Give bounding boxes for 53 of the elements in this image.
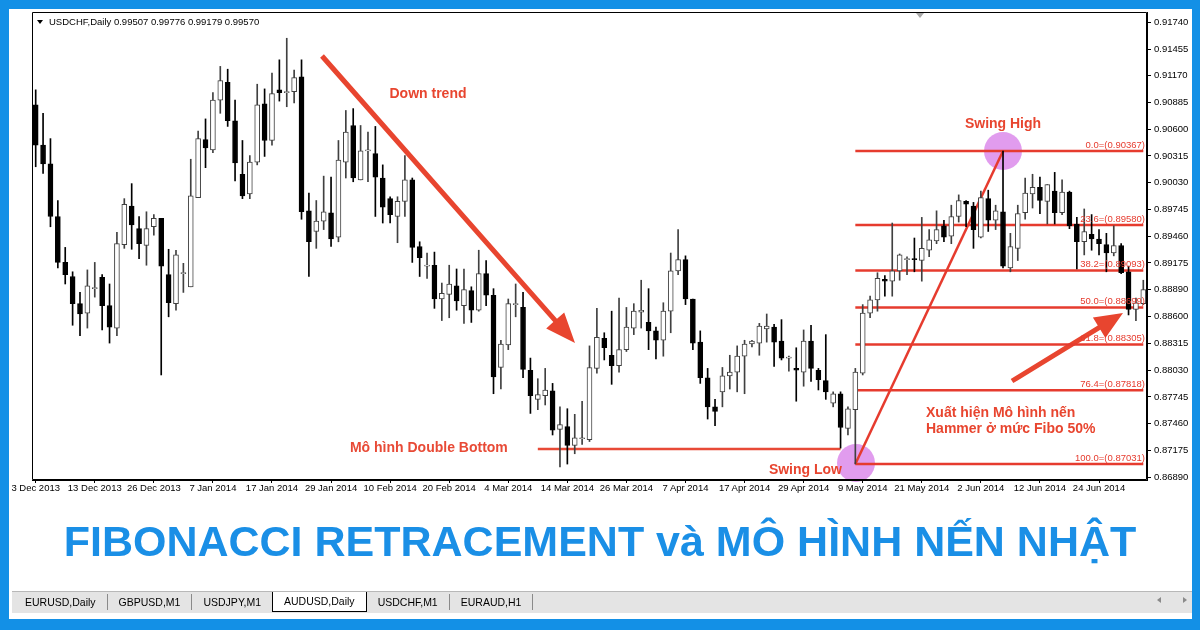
x-tick-label: 12 Jun 2014 xyxy=(1013,482,1067,494)
x-tick-label: 7 Apr 2014 xyxy=(662,482,709,494)
text: Mô hình Double Bottom xyxy=(349,438,508,455)
annotation: Xuất hiện Mô hình nến Hammer ở mức Fibo 50% xyxy=(926,403,1097,436)
text: USDCHF,M1 xyxy=(366,594,450,610)
x-tick-label: 2 Jun 2014 xyxy=(957,482,1005,494)
x-tick-label: 29 Apr 2014 xyxy=(778,482,830,494)
x-tick-label: 29 Jan 2014 xyxy=(304,482,358,494)
x-tick-label: 20 Feb 2014 xyxy=(422,482,476,494)
y-tick-label: 0.88315 xyxy=(1154,337,1189,349)
annotation: Down trend xyxy=(389,84,467,101)
y-tick-label: 0.90600 xyxy=(1154,122,1189,134)
y-tick-label: 0.87175 xyxy=(1154,444,1189,456)
series-label: 76.4=(0.87818) xyxy=(1080,378,1145,390)
x-tick-label: 24 Jun 2014 xyxy=(1072,482,1126,494)
y-tick-label: 0.88600 xyxy=(1154,310,1189,322)
text: GBPUSD,M1 xyxy=(107,594,193,610)
x-tick-label: 21 May 2014 xyxy=(894,482,950,494)
annotation: Swing Low xyxy=(768,460,843,477)
x-tick-label: 3 Dec 2013 xyxy=(11,482,60,494)
y-tick-label: 0.86890 xyxy=(1154,470,1189,482)
text: EURUSD,Daily xyxy=(14,594,108,610)
x-tick-label: 7 Jan 2014 xyxy=(189,482,237,494)
series-label: 100.0=(0.87031) xyxy=(1075,451,1145,463)
x-tick-label: 4 Mar 2014 xyxy=(484,482,533,494)
y-tick-label: 0.90885 xyxy=(1154,96,1189,108)
y-tick-label: 0.89745 xyxy=(1154,203,1189,215)
text: USDJPY,M1 xyxy=(192,594,274,610)
x-tick-label: 14 Mar 2014 xyxy=(540,482,595,494)
y-tick-label: 0.89460 xyxy=(1154,229,1189,241)
x-tick-label: 26 Dec 2013 xyxy=(126,482,181,494)
x-tick-label: 13 Dec 2013 xyxy=(67,482,122,494)
x-tick-label: 9 May 2014 xyxy=(837,482,888,494)
y-tick-label: 0.89175 xyxy=(1154,256,1189,268)
text: FIBONACCI RETRACEMENT và MÔ HÌNH NẾN NHẬT xyxy=(62,517,1138,565)
series-label: 0.0=(0.90367) xyxy=(1085,138,1145,150)
y-tick-label: 0.91170 xyxy=(1154,69,1188,81)
y-tick-label: 0.88030 xyxy=(1154,363,1189,375)
x-tick-label: 17 Jan 2014 xyxy=(245,482,299,494)
text: EURAUD,H1 xyxy=(449,594,534,610)
annotation: Swing High xyxy=(964,114,1042,131)
y-tick-label: 0.87460 xyxy=(1154,417,1189,429)
y-tick-label: 0.90030 xyxy=(1154,176,1189,188)
x-tick-label: 17 Apr 2014 xyxy=(718,482,771,494)
x-tick-label: 10 Feb 2014 xyxy=(363,482,417,494)
annotation: USDCHF,Daily 0.99507 0.99776 0.99179 0.99570 xyxy=(49,15,260,27)
y-tick-label: 0.88890 xyxy=(1154,283,1189,295)
y-tick-label: 0.91740 xyxy=(1154,15,1189,27)
y-tick-label: 0.87745 xyxy=(1154,390,1189,402)
x-tick-label: 26 Mar 2014 xyxy=(599,482,654,494)
text: AUDUSD,Daily xyxy=(272,592,367,612)
y-tick-label: 0.90315 xyxy=(1154,149,1189,161)
y-tick-label: 0.91455 xyxy=(1154,42,1189,54)
